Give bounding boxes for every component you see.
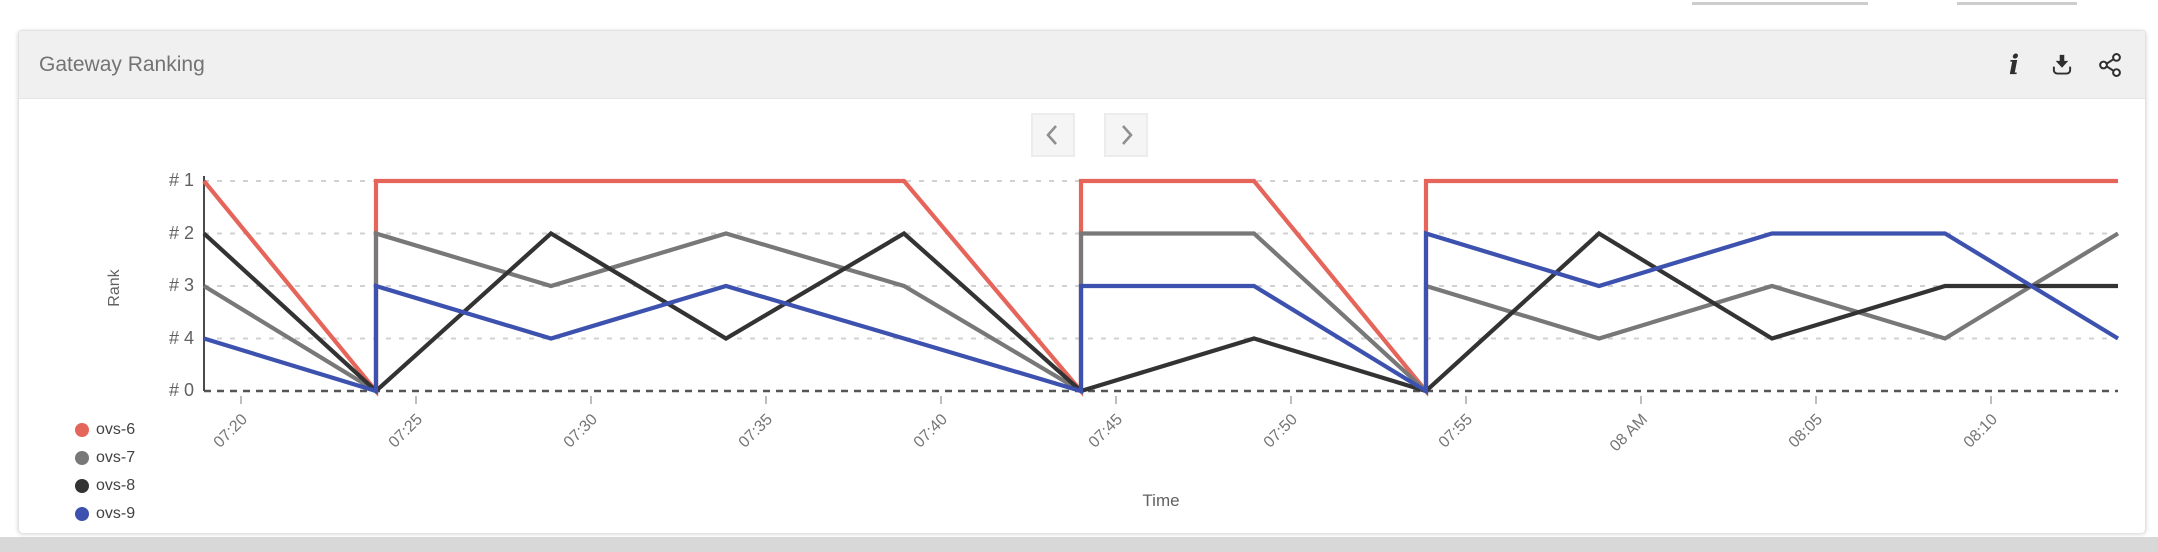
legend-label: ovs-6 xyxy=(96,421,136,438)
share-icon[interactable] xyxy=(2097,52,2123,78)
y-tick-label: # 4 xyxy=(168,327,194,348)
download-icon[interactable] xyxy=(2049,52,2075,78)
legend-label: ovs-8 xyxy=(96,477,136,494)
series-line-ovs-9 xyxy=(203,230,2120,395)
legend-item-ovs-9[interactable]: ovs-9 xyxy=(75,500,135,528)
legend-dot xyxy=(75,507,89,521)
y-tick-label: # 1 xyxy=(168,170,194,190)
gateway-ranking-panel: Gateway Ranking i xyxy=(18,30,2146,533)
legend-item-ovs-8[interactable]: ovs-8 xyxy=(75,472,135,500)
prev-page-button[interactable] xyxy=(1031,113,1075,157)
panel-header: Gateway Ranking i xyxy=(19,31,2145,99)
legend-label: ovs-9 xyxy=(96,505,136,522)
y-tick-label: # 2 xyxy=(168,222,194,243)
legend-label: ovs-7 xyxy=(96,449,136,466)
info-icon[interactable]: i xyxy=(2008,49,2020,81)
series-line-ovs-8 xyxy=(202,230,2118,394)
chart-legend: ovs-6 ovs-7 ovs-8 ovs-9 xyxy=(75,416,135,528)
next-page-button[interactable] xyxy=(1104,113,1148,157)
panel-header-icons: i xyxy=(2001,31,2123,99)
top-toolbar-edge-right xyxy=(1957,2,2077,5)
chevron-left-icon xyxy=(1046,125,1057,145)
panel-title: Gateway Ranking xyxy=(39,52,205,76)
y-tick-label: # 3 xyxy=(168,275,194,295)
legend-dot xyxy=(75,451,89,465)
chart-area: # 1 # 2 # 3 # 4 # 0 Rank 07:20 07:25 07:30 07:3… xyxy=(19,99,2145,533)
legend-dot xyxy=(75,423,89,437)
top-toolbar-edge-left xyxy=(1692,2,1868,5)
page-bottom-band xyxy=(0,537,2158,552)
y-tick-label: # 0 xyxy=(168,380,194,400)
x-axis-title: Time xyxy=(1142,491,1180,510)
chevron-right-icon xyxy=(1122,125,1133,145)
legend-item-ovs-6[interactable]: ovs-6 xyxy=(75,416,135,444)
legend-item-ovs-7[interactable]: ovs-7 xyxy=(75,444,135,472)
y-axis-title: Rank xyxy=(106,269,123,307)
legend-dot xyxy=(75,479,89,493)
ranking-line-chart[interactable] xyxy=(19,99,2146,533)
